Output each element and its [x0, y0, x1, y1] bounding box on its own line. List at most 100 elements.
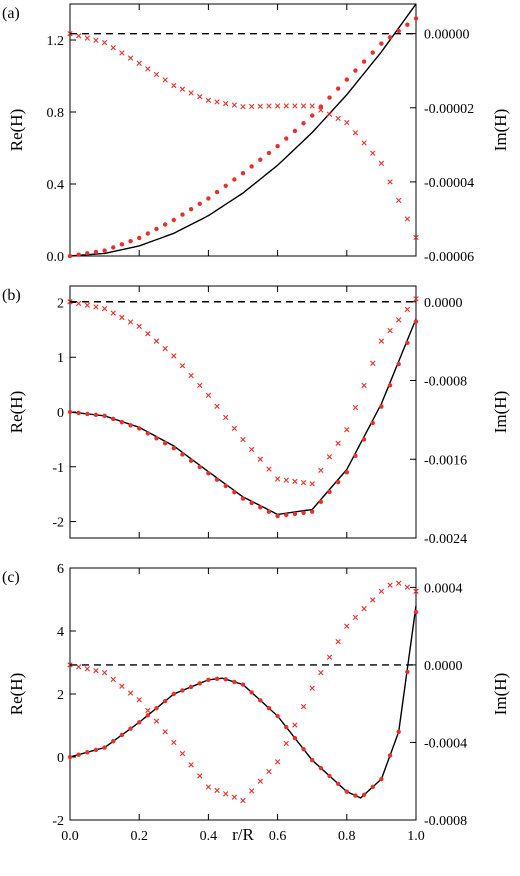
imag-data-point	[205, 392, 212, 398]
imag-data-point	[136, 60, 142, 66]
imag-data-point	[205, 97, 212, 104]
imag-data-point	[223, 100, 229, 107]
real-data-point	[413, 16, 419, 21]
y-tick-label-right: -0.0008	[424, 375, 467, 390]
imag-data-point	[370, 597, 376, 603]
imag-data-point	[292, 722, 298, 728]
real-data-point	[310, 509, 315, 514]
panel-c: 0.0 0.2 0.4 0.6 0.8 1.0 -2 0 2 4 6 0.0004 0.0000 -0.0…	[2, 562, 510, 844]
imag-data-point	[214, 787, 220, 794]
imag-data-point	[396, 580, 402, 586]
y-tick-label-left: -2	[52, 814, 64, 829]
imag-data-point	[352, 404, 359, 411]
real-data-point	[318, 765, 324, 771]
real-data-point	[284, 136, 289, 141]
imag-data-point	[75, 300, 82, 307]
imag-data-point	[404, 306, 411, 313]
real-data-point	[258, 698, 263, 703]
imag-data-point	[145, 707, 151, 714]
real-data-point	[214, 477, 220, 482]
real-data-point	[206, 196, 211, 201]
y-axis-label-right: Im(H)	[491, 391, 510, 433]
imag-data-point	[188, 90, 194, 96]
real-data-point	[76, 410, 81, 416]
imag-data-point	[127, 55, 134, 61]
imag-data-point	[283, 740, 289, 747]
imag-data-point	[404, 584, 411, 590]
real-data-point	[180, 452, 185, 457]
imag-data-point	[127, 690, 134, 696]
imag-data-point	[326, 454, 333, 460]
imag-data-point	[240, 436, 246, 443]
imag-data-point	[84, 666, 90, 672]
real-data-point	[162, 222, 168, 227]
panel-label: (a)	[2, 5, 20, 22]
imag-data-point	[292, 103, 298, 109]
real-data-point	[102, 413, 107, 419]
imag-data-point	[326, 654, 333, 660]
real-data-point	[111, 739, 116, 744]
panel-label: (c)	[2, 569, 20, 586]
y-axis-label-left: Re(H)	[7, 109, 26, 151]
real-data-point	[405, 669, 410, 675]
imag-data-point	[257, 103, 263, 109]
real-data-point	[275, 713, 280, 719]
real-data-point	[353, 793, 358, 798]
imag-data-point	[309, 481, 315, 487]
imag-data-point	[240, 103, 246, 110]
real-data-point	[232, 177, 237, 182]
real-data-point	[180, 212, 185, 217]
real-data-point	[154, 436, 159, 441]
real-data-point	[361, 59, 367, 64]
real-data-point	[128, 238, 133, 244]
real-data-point	[387, 383, 393, 388]
imag-data-point	[101, 39, 108, 46]
x-tick-label: 0.4	[200, 829, 218, 844]
real-data-point	[292, 735, 298, 741]
real-data-point	[171, 445, 176, 451]
imag-data-point	[162, 77, 168, 83]
real-data-point	[413, 319, 419, 324]
real-data-point	[327, 773, 332, 779]
plot-frame	[69, 567, 417, 821]
real-data-point	[232, 490, 237, 495]
imag-data-point	[396, 197, 402, 204]
imag-data-point	[188, 762, 194, 768]
imag-data-point	[361, 140, 367, 146]
real-data-point	[405, 340, 410, 346]
real-data-point	[197, 681, 202, 686]
y-tick-label-left: 0.0	[47, 250, 65, 265]
imag-data-point	[361, 382, 367, 389]
imag-data-point	[136, 323, 142, 330]
imag-data-point	[179, 750, 186, 757]
real-data-point	[162, 441, 168, 446]
imag-data-point	[318, 669, 324, 676]
real-data-point	[76, 752, 81, 757]
imag-data-point	[197, 382, 203, 389]
real-data-point	[275, 144, 280, 149]
real-data-point	[318, 499, 324, 505]
real-data-point	[67, 253, 73, 259]
imag-data-point	[110, 45, 116, 51]
real-data-point	[197, 464, 202, 470]
imag-data-point	[248, 788, 255, 794]
y-axis-label-right: Im(H)	[491, 109, 510, 151]
imag-data-point	[205, 784, 212, 790]
y-axis-label-right: Im(H)	[491, 673, 510, 715]
real-data-point	[370, 50, 375, 55]
imag-data-point	[344, 623, 350, 629]
real-data-point	[102, 745, 107, 750]
imag-data-point	[75, 33, 82, 39]
real-data-point	[137, 235, 142, 241]
y-tick-label-right: -0.0008	[424, 814, 467, 829]
imag-data-point	[214, 403, 220, 410]
imag-data-point	[309, 103, 315, 109]
panels: 0.00.40.81.2 0.00000-0.00002-0.00004-0.00…	[2, 3, 510, 844]
imag-data-point	[387, 582, 393, 588]
real-data-point	[240, 171, 246, 176]
real-data-point	[145, 431, 151, 436]
real-data-point	[214, 189, 220, 195]
imag-data-point	[396, 317, 402, 323]
real-data-point	[128, 423, 133, 428]
